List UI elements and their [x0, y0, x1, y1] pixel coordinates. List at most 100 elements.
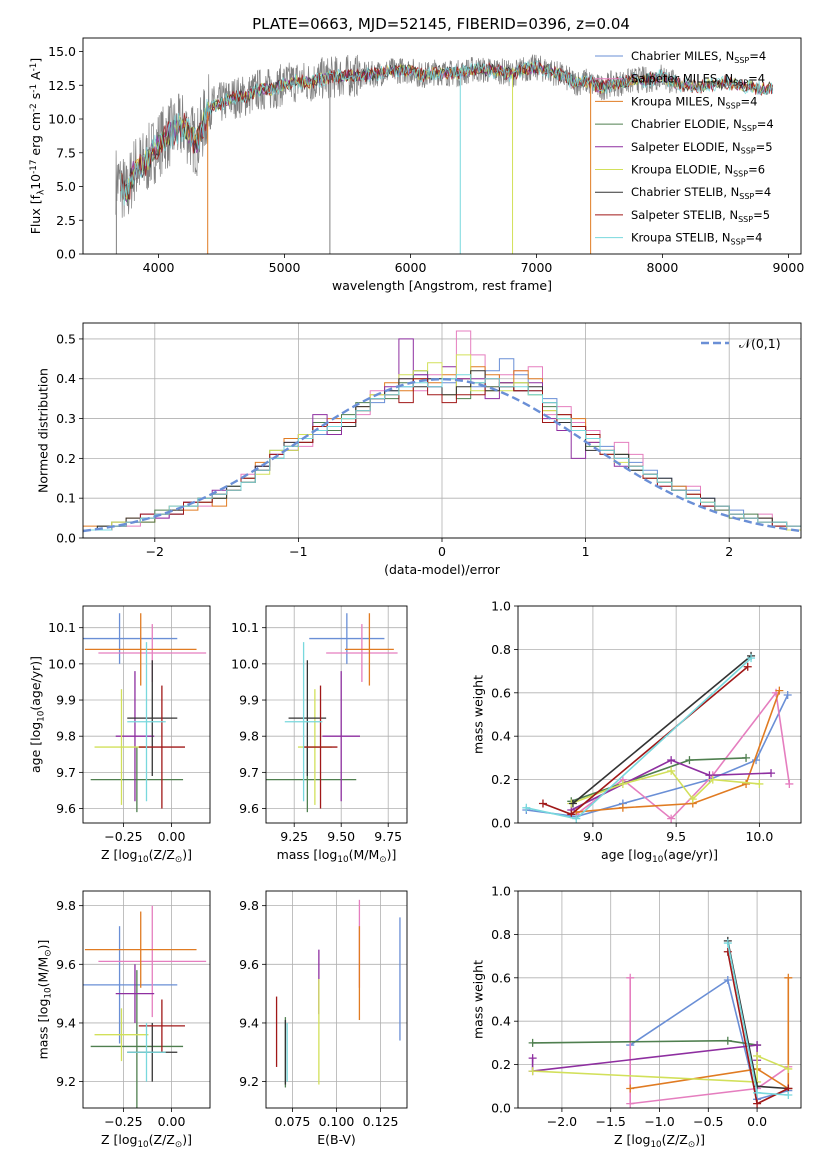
x-tick-label: 8000 [647, 260, 679, 275]
data-point [753, 1088, 762, 1097]
y-tick-label: 10.0 [231, 656, 259, 671]
label-text: age [log [601, 847, 652, 862]
y-tick-label: 9.2 [239, 1074, 259, 1089]
subscript: 10 [652, 855, 664, 865]
label-text: (Z/Z [662, 1132, 688, 1147]
axes-frame [517, 605, 802, 824]
y-axis-label: Flux [fλ​10-17​ erg cm-2​ s-1​ A-1​] [28, 58, 46, 235]
plot-area [528, 936, 793, 1108]
label-text: (Z/Z [149, 1132, 175, 1147]
y-axis-label: age [log10​(age/yr)] [28, 656, 46, 773]
label-text: Chabrier ELODIE, N [631, 117, 742, 131]
x-tick-label: −0.25 [104, 1114, 142, 1129]
plot-area [266, 613, 398, 813]
label-text: erg cm [28, 112, 43, 160]
x-tick-label: 6000 [395, 260, 427, 275]
data-point [572, 814, 581, 823]
normal-curve [83, 377, 801, 533]
label-text: =4 [754, 185, 771, 199]
y-tick-label: 5.0 [56, 179, 76, 194]
data-point [685, 756, 694, 765]
x-tick-label: −1.0 [644, 1114, 674, 1129]
figure-title: PLATE=0663, MJD=52145, FIBERID=0396, z=0… [252, 15, 630, 33]
axes-massweight-vs-Z: −2.0 −1.5 −1.0 −0.5 0.0 0.0 0.2 0.4 0.6 0.8 1.0 Z [… [470, 884, 802, 1150]
y-tick-label: 9.6 [56, 957, 76, 972]
label-text: mass [log [35, 999, 50, 1060]
x-tick-label: −0.5 [693, 1114, 723, 1129]
x-axis-label: age [log10​(age/yr)] [601, 847, 718, 865]
legend-label: 𝒩(0,1) [739, 336, 781, 351]
label-text: Z [log [101, 847, 137, 862]
x-axis-label: (data-model)/error [384, 562, 501, 577]
plot-area [83, 330, 801, 538]
data-point [723, 975, 732, 984]
legend-label: Chabrier STELIB, NSSP​=4 [631, 185, 771, 201]
plot-area [522, 651, 794, 823]
y-tick-label: 9.9 [239, 693, 259, 708]
y-tick-label: 9.8 [56, 729, 76, 744]
x-tick-label: 9.5 [666, 829, 686, 844]
y-tick-label: 10.1 [48, 620, 76, 635]
axes-age-vs-mass: 9.25 9.50 9.75 9.6 9.7 9.8 9.9 10.0 10.1 mass [lo… [231, 605, 408, 865]
data-point [626, 973, 635, 982]
label-text: Normed distribution [35, 368, 50, 493]
x-tick-label: 0.100 [319, 1114, 355, 1129]
series-line [629, 978, 789, 1101]
data-point [528, 1054, 537, 1063]
x-tick-label: 0.00 [158, 829, 186, 844]
data-point [785, 779, 794, 788]
label-text: (Z/Z [149, 847, 175, 862]
subscript: SSP [734, 56, 749, 65]
y-axis-label: mass weight [470, 675, 485, 754]
series-line [572, 655, 752, 805]
y-tick-label: 10.0 [48, 112, 76, 127]
series-line [629, 977, 789, 1105]
legend-label: Chabrier ELODIE, NSSP​=4 [631, 117, 774, 133]
series-line [532, 1054, 789, 1083]
label-text: =4 [741, 94, 758, 108]
y-tick-label: 0.1 [56, 491, 76, 506]
y-tick-label: 0.4 [491, 1014, 511, 1029]
y-tick-label: 0.4 [491, 729, 511, 744]
x-tick-label: −1.5 [596, 1114, 626, 1129]
y-tick-label: 9.6 [239, 801, 259, 816]
label-text: (M/M [349, 847, 380, 862]
subscript: λ [36, 190, 46, 195]
x-axis-label: wavelength [Angstrom, rest frame] [332, 278, 552, 293]
data-point [783, 690, 792, 699]
label-text: wavelength [Angstrom, rest frame] [332, 278, 552, 293]
y-tick-label: 9.8 [239, 898, 259, 913]
plot-area [275, 899, 401, 1088]
model-line [120, 59, 774, 206]
legend-label: Chabrier MILES, NSSP​=4 [631, 49, 766, 65]
data-point [755, 779, 764, 788]
axes-frame [82, 605, 211, 824]
data-point [618, 803, 627, 812]
y-tick-label: 7.5 [56, 145, 76, 160]
data-point [667, 756, 676, 765]
legend-label: Salpeter ELODIE, NSSP​=5 [631, 140, 773, 156]
histogram-step [83, 374, 801, 538]
superscript: -1 [29, 84, 39, 93]
y-tick-label: 2.5 [56, 213, 76, 228]
data-point [667, 766, 676, 775]
subscript: 10 [137, 855, 149, 865]
subscript: SSP [742, 124, 757, 133]
data-point [528, 1067, 537, 1076]
data-series-line [115, 53, 678, 218]
data-point [742, 779, 751, 788]
label-text: )] [182, 847, 192, 862]
x-tick-label: 9.75 [374, 829, 402, 844]
axes-residuals: −2 −1 0 1 2 0.0 0.1 0.2 0.3 0.4 0.5 (data-model)/er… [35, 322, 802, 577]
label-text: age [log [28, 722, 43, 773]
x-axis-label: Z [log10​(Z/Z⊙​)] [101, 1132, 192, 1150]
axes-massweight-vs-age: 9.0 9.5 10.0 0.0 0.2 0.4 0.6 0.8 1.0 age [log10​(… [470, 599, 802, 865]
data-point [667, 814, 676, 823]
label-text: Kroupa ELODIE, N [631, 163, 733, 177]
superscript: -17 [29, 160, 39, 174]
label-text: 𝒩(0,1) [739, 336, 781, 351]
label-text: ] [28, 58, 43, 63]
plot-area [115, 53, 774, 254]
subscript: ⊙ [175, 1140, 182, 1150]
subscript: 10 [44, 987, 54, 999]
